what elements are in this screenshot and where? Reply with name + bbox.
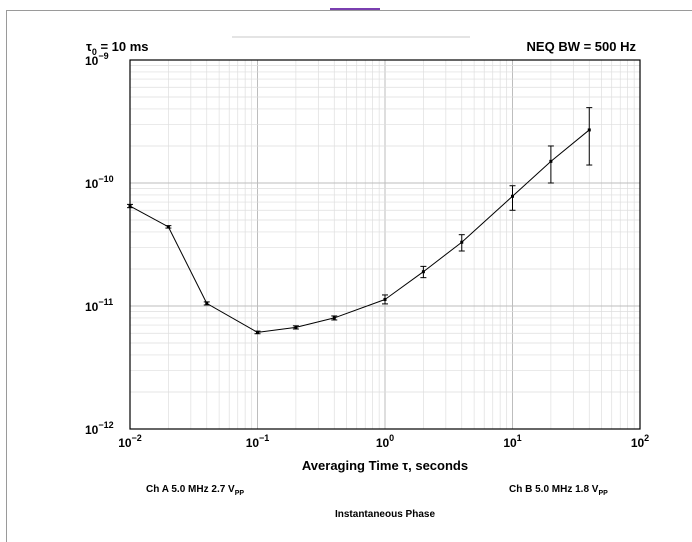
data-point (549, 159, 553, 163)
top-accent-line (330, 0, 380, 10)
caption: Instantaneous Phase (335, 509, 435, 520)
data-point (460, 240, 464, 244)
data-points (128, 128, 591, 334)
data-point (256, 330, 259, 334)
y-tick-label: 10−9 (85, 51, 109, 68)
plot-area (129, 59, 641, 430)
x-tick-label: 102 (631, 433, 649, 450)
x-axis-label: Averaging Time τ, seconds (302, 458, 468, 473)
data-point (332, 316, 336, 320)
bandwidth-label: NEQ BW = 500 Hz (527, 39, 637, 54)
x-tick-label: 101 (503, 433, 521, 450)
tau-label: τ0 = 10 ms (86, 39, 149, 57)
x-tick-label: 10−2 (118, 433, 142, 450)
x-tick-label: 10−1 (246, 433, 270, 450)
y-tick-label: 10−12 (85, 420, 114, 437)
y-tick-labels: 10−12 10−11 10−10 10−9 (85, 51, 114, 437)
x-tick-label: 100 (376, 433, 394, 450)
data-point (166, 225, 170, 229)
figure-frame (6, 10, 692, 542)
data-point (205, 301, 209, 305)
data-point (128, 204, 132, 208)
channel-a-label: Ch A 5.0 MHz 2.7 VPP (146, 484, 244, 497)
error-bars (127, 107, 593, 335)
channel-b-label: Ch B 5.0 MHz 1.8 VPP (509, 484, 608, 497)
data-point (587, 128, 591, 132)
data-point (383, 297, 387, 301)
x-tick-labels: 10−2 10−1 100 101 102 (118, 433, 649, 450)
y-tick-label: 10−10 (85, 174, 114, 191)
data-point (511, 194, 514, 198)
y-tick-label: 10−11 (85, 297, 113, 314)
series-line (129, 129, 590, 333)
data-point (421, 270, 425, 274)
data-point (294, 325, 298, 329)
grid-lines (129, 60, 640, 430)
